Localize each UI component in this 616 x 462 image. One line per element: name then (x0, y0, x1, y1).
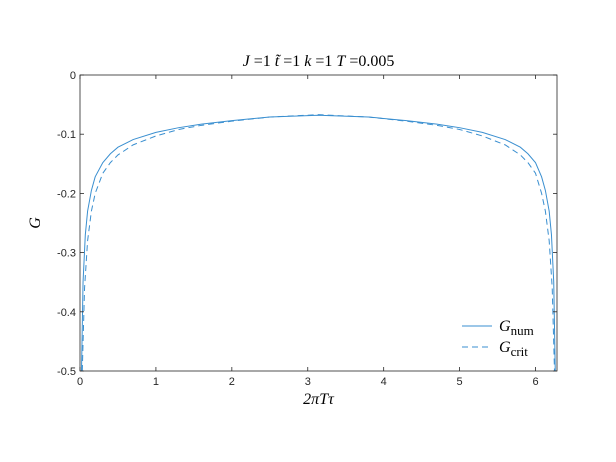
plot-area (80, 75, 557, 371)
x-tick-label: 5 (457, 376, 463, 388)
x-tick-label: 1 (153, 376, 159, 388)
x-tick-label: 0 (77, 376, 83, 388)
legend-label-base: G (499, 318, 511, 335)
y-tick-label: -0.5 (57, 366, 76, 378)
chart-title-part: J (243, 53, 251, 70)
series-line-num (81, 114, 556, 372)
chart-title-part: =1 (250, 53, 275, 70)
series-line-crit (81, 114, 555, 372)
y-tick-label: -0.1 (57, 129, 76, 141)
labels-layer: 0 1 2 3 4 5 6 -0.5 -0.4 -0.3 -0.2 -0.1 0 J =1 t̃ =1 k… (27, 53, 539, 408)
legend-label-subscript: num (511, 323, 534, 338)
x-tick-label: 4 (381, 376, 387, 388)
chart-title-part: t̃ (275, 53, 282, 70)
y-tick-label: 0 (70, 70, 76, 82)
chart-title-part: =1 (279, 53, 304, 70)
chart-title-part: =0.005 (345, 53, 394, 70)
x-tick-label: 6 (532, 376, 538, 388)
chart-title-part: k (304, 53, 312, 70)
y-axis-label: G (27, 217, 44, 229)
legend-label-base: G (499, 339, 511, 356)
axes-layer (79, 74, 558, 372)
legend-label-crit: Gcrit (499, 339, 528, 359)
chart-title-part: =1 (311, 53, 336, 70)
legend-label-subscript: crit (511, 344, 529, 359)
x-tick-label: 3 (305, 376, 311, 388)
chart-title-part: T (336, 53, 346, 70)
series-layer (81, 114, 556, 372)
y-tick-label: -0.3 (57, 248, 76, 260)
axes-box (79, 74, 558, 372)
plot-background (80, 75, 557, 371)
y-tick-label: -0.4 (57, 307, 76, 319)
x-tick-label: 2 (229, 376, 235, 388)
legend-label-num: Gnum (499, 318, 534, 338)
x-axis-label: 2πTτ (303, 391, 335, 408)
chart-title: J =1 t̃ =1 k =1 T =0.005 (243, 53, 395, 70)
y-tick-label: -0.2 (57, 188, 76, 200)
